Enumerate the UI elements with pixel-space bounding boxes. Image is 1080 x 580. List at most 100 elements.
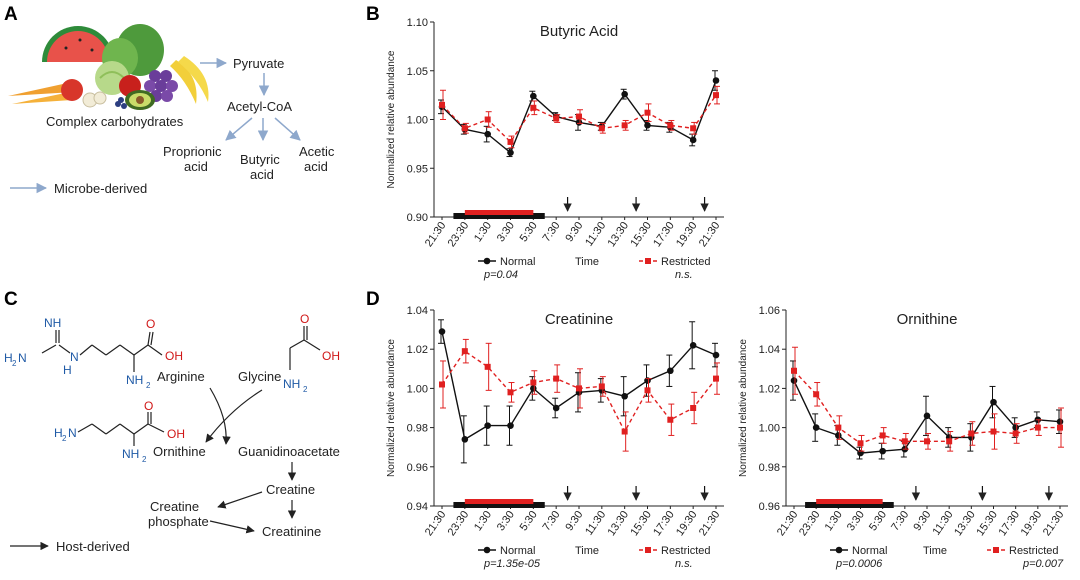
orn-h2n-h: H bbox=[54, 426, 63, 440]
legend-normal-marker bbox=[483, 546, 491, 554]
legend-restricted-marker bbox=[645, 547, 651, 553]
orn-oh: OH bbox=[167, 427, 185, 441]
grapes bbox=[144, 70, 178, 102]
data-point-normal bbox=[461, 436, 469, 443]
acetic-label-2: acid bbox=[304, 159, 328, 174]
legend-restricted-pvalue: p=0.007 bbox=[1022, 558, 1064, 570]
data-point-restricted bbox=[667, 122, 674, 129]
data-point-restricted bbox=[901, 438, 908, 445]
arg-o: O bbox=[146, 317, 155, 331]
chart-title: Ornithine bbox=[897, 311, 958, 328]
feeding-period-bar bbox=[816, 499, 883, 504]
feeding-period-bar bbox=[464, 499, 534, 504]
x-tick-label: 3:30 bbox=[495, 509, 517, 533]
legend-restricted-pvalue: n.s. bbox=[675, 269, 693, 281]
x-axis-label: Time bbox=[575, 545, 599, 557]
glycine-structure bbox=[289, 326, 321, 370]
legend-restricted-label: Restricted bbox=[1009, 545, 1059, 557]
acetic-label-1: Acetic bbox=[299, 144, 335, 159]
chart-title: Creatinine bbox=[545, 311, 613, 328]
arrow-to-propionic bbox=[225, 117, 253, 141]
phosphate-to-creatinine-arrow bbox=[209, 520, 255, 534]
x-tick-label: 23:30 bbox=[446, 509, 472, 538]
x-tick-label: 1:30 bbox=[823, 509, 845, 533]
arg-n: N bbox=[70, 350, 79, 364]
data-point-restricted bbox=[990, 428, 997, 435]
chart-title: Butyric Acid bbox=[540, 23, 618, 40]
data-point-restricted bbox=[813, 391, 820, 398]
acetylcoa-label: Acetyl-CoA bbox=[227, 99, 292, 114]
data-point-restricted bbox=[835, 424, 842, 431]
dark-period-bar bbox=[453, 502, 545, 508]
data-point-normal bbox=[621, 90, 628, 98]
chart-ornithine: Ornithine 0.96 0.98 1.00 1.02 1.04 1.06 Normali… bbox=[738, 305, 1068, 570]
data-point-normal bbox=[507, 422, 514, 429]
data-point-restricted bbox=[924, 438, 930, 445]
data-point-restricted bbox=[576, 385, 582, 392]
x-tick-label: 17:30 bbox=[997, 509, 1023, 538]
data-point-restricted bbox=[507, 138, 514, 145]
legend-restricted-marker bbox=[993, 547, 999, 553]
feeding-period-bar bbox=[464, 210, 534, 215]
creatine-to-phosphate-arrow bbox=[217, 491, 263, 509]
data-point-restricted bbox=[530, 379, 537, 386]
arg-h2n-h: H bbox=[4, 351, 13, 365]
legend-normal-pvalue: p=0.04 bbox=[483, 269, 518, 281]
x-tick-label: 19:30 bbox=[1019, 509, 1045, 538]
x-tick-label: 15:30 bbox=[628, 220, 654, 249]
x-tick-label: 5:30 bbox=[867, 509, 889, 533]
orn-nh2: NH bbox=[122, 447, 139, 461]
data-point-normal bbox=[712, 351, 720, 359]
x-axis-label: Time bbox=[923, 545, 947, 557]
carrots bbox=[8, 82, 74, 96]
data-point-restricted bbox=[530, 104, 537, 111]
legend-restricted-label: Restricted bbox=[661, 545, 711, 557]
data-point-restricted bbox=[484, 116, 491, 123]
arg-h2n-sub: 2 bbox=[12, 359, 17, 368]
y-tick-label: 1.04 bbox=[407, 305, 428, 317]
data-point-restricted bbox=[1057, 424, 1063, 431]
x-tick-label: 3:30 bbox=[845, 509, 867, 533]
x-tick-label: 1:30 bbox=[472, 509, 494, 533]
data-point-restricted bbox=[690, 125, 697, 132]
data-point-normal bbox=[484, 422, 491, 429]
data-point-normal bbox=[812, 424, 820, 431]
data-point-restricted bbox=[946, 438, 953, 445]
data-point-restricted bbox=[507, 389, 514, 396]
data-point-restricted bbox=[598, 125, 605, 132]
y-tick-label: 1.05 bbox=[407, 66, 428, 78]
y-tick-label: 0.98 bbox=[407, 423, 428, 435]
legend-restricted-pvalue: n.s. bbox=[675, 558, 693, 570]
complex-carbohydrates-label: Complex carbohydrates bbox=[46, 114, 184, 129]
x-tick-label: 15:30 bbox=[974, 509, 1000, 538]
y-axis-label: Normalized relative abundance bbox=[738, 339, 749, 477]
data-point-restricted bbox=[1034, 424, 1041, 431]
chart-creatinine: Creatinine 0.94 0.96 0.98 1.00 1.02 1.04 Normal… bbox=[386, 305, 724, 570]
data-point-normal bbox=[712, 77, 720, 84]
x-tick-label: 21:30 bbox=[697, 220, 723, 249]
data-point-normal bbox=[530, 385, 537, 392]
data-point-restricted bbox=[461, 125, 468, 132]
data-point-restricted bbox=[713, 375, 719, 382]
x-tick-label: 13:30 bbox=[952, 509, 978, 538]
legend-normal-pvalue: p=1.35e-05 bbox=[483, 558, 541, 570]
arginine-label: Arginine bbox=[157, 369, 205, 384]
data-point-normal bbox=[575, 119, 583, 126]
propionic-label-2: acid bbox=[184, 159, 208, 174]
glycine-to-ornithine-arrow bbox=[205, 389, 263, 443]
arginine-structure bbox=[41, 330, 163, 372]
data-point-restricted bbox=[713, 92, 719, 99]
y-tick-label: 1.00 bbox=[407, 115, 428, 127]
tomato bbox=[61, 79, 83, 101]
bananas bbox=[170, 60, 197, 104]
data-point-restricted bbox=[553, 115, 560, 122]
y-tick-label: 0.96 bbox=[759, 501, 780, 513]
arginine-to-guanidinoacetate-arrow bbox=[209, 387, 231, 445]
data-point-normal bbox=[507, 149, 514, 156]
orn-h2n-sub: 2 bbox=[62, 434, 67, 443]
x-tick-label: 17:30 bbox=[651, 220, 677, 249]
arg-oh: OH bbox=[165, 349, 183, 363]
watermelon-flesh bbox=[47, 31, 109, 62]
produce-illustration bbox=[8, 24, 209, 110]
propionic-label-1: Proprionic bbox=[163, 144, 222, 159]
